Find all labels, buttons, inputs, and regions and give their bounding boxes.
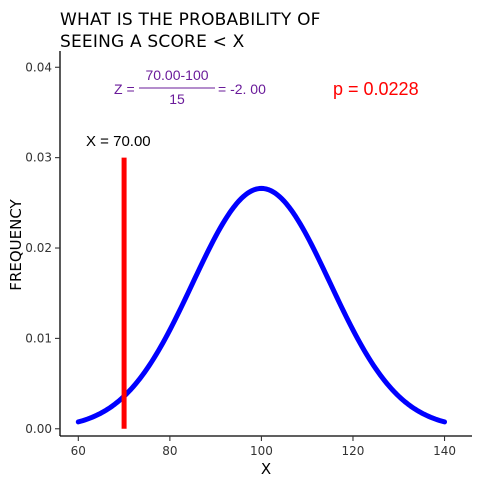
x-tick-label: 100 [250,444,273,458]
z-formula-denominator: 15 [169,91,185,107]
z-formula-numerator: 70.00-100 [145,67,208,83]
z-score-formula: Z = 70.00-100 15 = -2. 00 [114,67,266,107]
z-formula-prefix: Z = [114,81,135,97]
x-value-label: X = 70.00 [86,133,151,150]
y-tick-label: 0.03 [25,151,52,165]
x-tick-label: 140 [433,444,456,458]
y-tick-label: 0.04 [25,60,52,74]
p-value-label: p = 0.0228 [333,79,419,99]
y-tick-label: 0.01 [25,331,52,345]
y-tick-label: 0.00 [25,422,52,436]
y-tick-label: 0.02 [25,241,52,255]
x-tick-label: 60 [71,444,86,458]
y-axis-ticks: 0.00 0.01 0.02 0.03 0.04 [25,60,60,436]
x-axis-ticks: 60 80 100 120 140 [71,436,456,458]
z-formula-result: = -2. 00 [218,81,266,97]
x-axis-title: X [261,460,271,478]
x-tick-label: 80 [162,444,177,458]
chart-title-line1: WHAT IS THE PROBABILITY OF [60,10,321,30]
chart-title-line2: SEEING A SCORE < X [60,32,245,52]
normal-density-curve [75,185,448,425]
x-tick-label: 120 [342,444,365,458]
y-axis-title: FREQUENCY [7,198,25,290]
